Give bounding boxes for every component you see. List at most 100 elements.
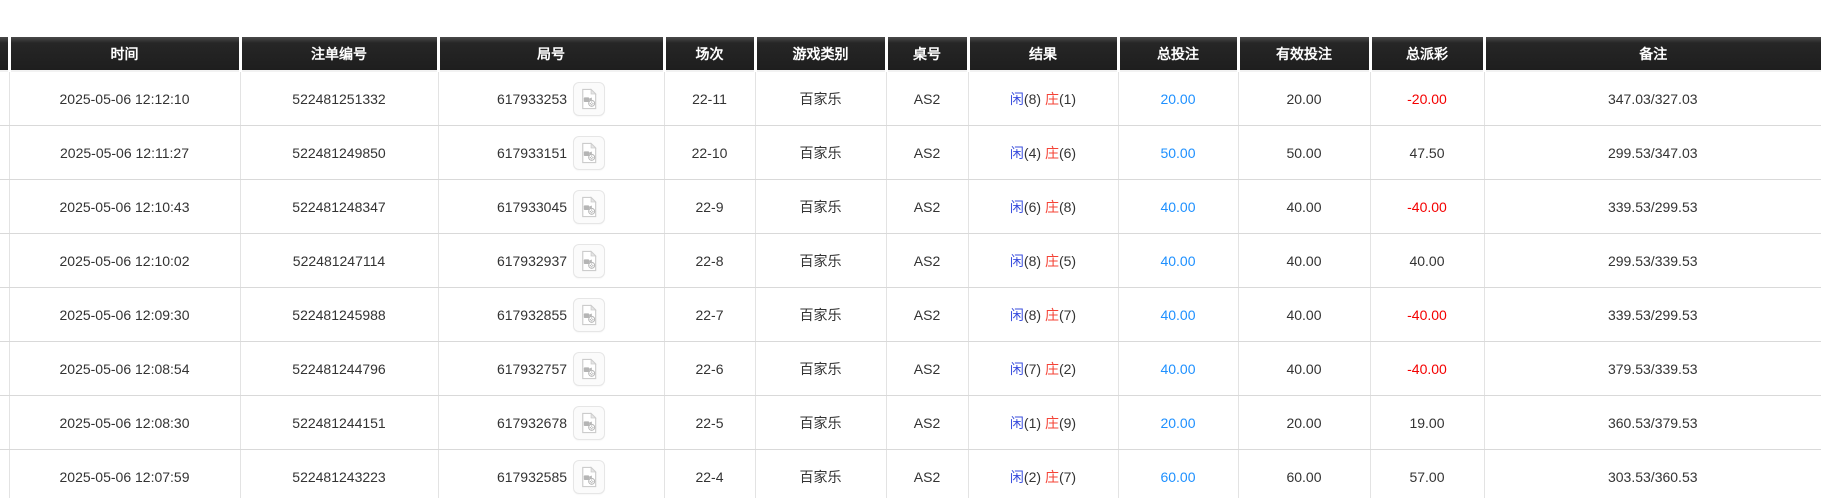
video-replay-button[interactable] bbox=[573, 135, 606, 170]
cell-session: 22-9 bbox=[664, 179, 756, 234]
cell-stub bbox=[0, 341, 10, 396]
result-player-score: (8) bbox=[1023, 90, 1042, 107]
cell-valid-bet: 20.00 bbox=[1238, 395, 1371, 450]
round-number: 617932937 bbox=[496, 252, 568, 269]
video-file-icon bbox=[579, 195, 599, 218]
cell-total-payout: -40.00 bbox=[1370, 179, 1485, 234]
cell-total-payout: -40.00 bbox=[1370, 341, 1485, 396]
col-header-total-payout: 总派彩 bbox=[1370, 37, 1486, 72]
video-replay-button[interactable] bbox=[573, 297, 606, 332]
result-player-label: 闲 bbox=[1009, 468, 1024, 485]
cell-total-bet: 40.00 bbox=[1118, 341, 1239, 396]
cell-bet-id: 522481245988 bbox=[240, 287, 439, 342]
result-banker-label: 庄 bbox=[1044, 144, 1059, 161]
cell-session: 22-6 bbox=[664, 341, 756, 396]
cell-total-bet: 50.00 bbox=[1118, 125, 1239, 180]
result-player-label: 闲 bbox=[1009, 144, 1024, 161]
table-row: 2025-05-06 12:10:02 522481247114 6179329… bbox=[0, 233, 1821, 288]
cell-table-no: AS2 bbox=[886, 449, 969, 498]
col-header-stub bbox=[0, 37, 11, 72]
result-player-label: 闲 bbox=[1009, 360, 1024, 377]
video-replay-button[interactable] bbox=[573, 243, 606, 278]
result-banker-score: (1) bbox=[1058, 90, 1077, 107]
cell-table-no: AS2 bbox=[886, 395, 969, 450]
cell-total-payout: 19.00 bbox=[1370, 395, 1485, 450]
cell-time: 2025-05-06 12:08:54 bbox=[9, 341, 241, 396]
cell-game-type: 百家乐 bbox=[755, 287, 887, 342]
cell-bet-id: 522481247114 bbox=[240, 233, 439, 288]
col-header-bet-id: 注单编号 bbox=[240, 37, 440, 72]
cell-game-type: 百家乐 bbox=[755, 71, 887, 126]
col-header-game-type: 游戏类别 bbox=[755, 37, 888, 72]
cell-time: 2025-05-06 12:08:30 bbox=[9, 395, 241, 450]
result-banker-score: (2) bbox=[1058, 360, 1077, 377]
cell-game-type: 百家乐 bbox=[755, 449, 887, 498]
cell-result: 闲(1) 庄(9) bbox=[968, 395, 1119, 450]
cell-session: 22-5 bbox=[664, 395, 756, 450]
table-row: 2025-05-06 12:09:30 522481245988 6179328… bbox=[0, 287, 1821, 342]
cell-total-payout: -20.00 bbox=[1370, 71, 1485, 126]
cell-total-payout: 57.00 bbox=[1370, 449, 1485, 498]
result-player-score: (8) bbox=[1023, 252, 1042, 269]
cell-total-bet: 40.00 bbox=[1118, 233, 1239, 288]
cell-remark: 339.53/299.53 bbox=[1484, 287, 1821, 342]
cell-remark: 360.53/379.53 bbox=[1484, 395, 1821, 450]
cell-stub bbox=[0, 287, 10, 342]
video-file-icon bbox=[579, 87, 599, 110]
col-header-result: 结果 bbox=[968, 37, 1120, 72]
video-file-icon bbox=[579, 141, 599, 164]
cell-table-no: AS2 bbox=[886, 125, 969, 180]
result-banker-score: (7) bbox=[1058, 468, 1077, 485]
cell-bet-id: 522481249850 bbox=[240, 125, 439, 180]
cell-total-bet: 20.00 bbox=[1118, 71, 1239, 126]
video-file-icon bbox=[579, 465, 599, 488]
cell-valid-bet: 40.00 bbox=[1238, 341, 1371, 396]
result-player-label: 闲 bbox=[1009, 414, 1024, 431]
result-banker-score: (9) bbox=[1058, 414, 1077, 431]
cell-result: 闲(7) 庄(2) bbox=[968, 341, 1119, 396]
cell-round: 617932585 bbox=[438, 449, 665, 498]
cell-remark: 299.53/347.03 bbox=[1484, 125, 1821, 180]
video-replay-button[interactable] bbox=[573, 189, 606, 224]
round-number: 617932855 bbox=[496, 306, 568, 323]
round-number: 617933151 bbox=[496, 144, 568, 161]
result-banker-label: 庄 bbox=[1044, 90, 1059, 107]
cell-table-no: AS2 bbox=[886, 179, 969, 234]
cell-valid-bet: 50.00 bbox=[1238, 125, 1371, 180]
cell-result: 闲(8) 庄(5) bbox=[968, 233, 1119, 288]
result-player-label: 闲 bbox=[1009, 90, 1024, 107]
video-file-icon bbox=[579, 303, 599, 326]
video-replay-button[interactable] bbox=[573, 405, 606, 440]
result-player-score: (1) bbox=[1023, 414, 1042, 431]
cell-table-no: AS2 bbox=[886, 287, 969, 342]
col-header-time: 时间 bbox=[9, 37, 242, 72]
video-replay-button[interactable] bbox=[573, 459, 606, 494]
cell-valid-bet: 40.00 bbox=[1238, 233, 1371, 288]
cell-bet-id: 522481243223 bbox=[240, 449, 439, 498]
result-banker-score: (8) bbox=[1058, 198, 1077, 215]
cell-stub bbox=[0, 179, 10, 234]
cell-total-payout: -40.00 bbox=[1370, 287, 1485, 342]
table-header: 时间 注单编号 局号 场次 游戏类别 桌号 结果 总投注 有效投注 总派彩 备注 bbox=[0, 37, 1821, 72]
cell-game-type: 百家乐 bbox=[755, 179, 887, 234]
video-replay-button[interactable] bbox=[573, 81, 606, 116]
table-row: 2025-05-06 12:10:43 522481248347 6179330… bbox=[0, 179, 1821, 234]
result-banker-label: 庄 bbox=[1044, 414, 1059, 431]
result-player-score: (8) bbox=[1023, 306, 1042, 323]
cell-stub bbox=[0, 125, 10, 180]
result-banker-label: 庄 bbox=[1044, 252, 1059, 269]
round-number: 617932757 bbox=[496, 360, 568, 377]
table-row: 2025-05-06 12:07:59 522481243223 6179325… bbox=[0, 449, 1821, 498]
cell-session: 22-4 bbox=[664, 449, 756, 498]
result-banker-label: 庄 bbox=[1044, 360, 1059, 377]
round-number: 617933045 bbox=[496, 198, 568, 215]
round-number: 617933253 bbox=[496, 90, 568, 107]
result-player-score: (6) bbox=[1023, 198, 1042, 215]
cell-total-bet: 60.00 bbox=[1118, 449, 1239, 498]
cell-total-payout: 40.00 bbox=[1370, 233, 1485, 288]
video-replay-button[interactable] bbox=[573, 351, 606, 386]
result-banker-label: 庄 bbox=[1044, 198, 1059, 215]
result-player-label: 闲 bbox=[1009, 306, 1024, 323]
result-player-label: 闲 bbox=[1009, 252, 1024, 269]
cell-round: 617933151 bbox=[438, 125, 665, 180]
